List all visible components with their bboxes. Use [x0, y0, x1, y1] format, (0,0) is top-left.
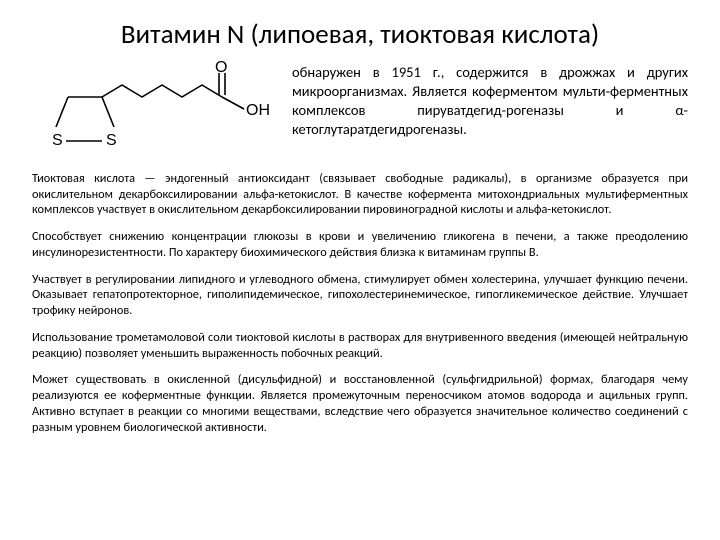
paragraph-1: Тиоктовая кислота — эндогенный антиоксид… [32, 171, 688, 218]
molecule-svg: S S O OH [32, 61, 282, 161]
intro-text: обнаружен в 1951 г., содержится в дрожжа… [282, 61, 688, 138]
atom-o: O [215, 61, 227, 76]
top-row: S S O OH обнаружен в 1951 г., содержится… [32, 61, 688, 161]
chemical-structure: S S O OH [32, 61, 282, 161]
atom-oh: OH [246, 102, 270, 119]
paragraph-3: Участвует в регулировании липидного и уг… [32, 272, 688, 319]
slide-container: Витамин N (липоевая, тиоктовая кислота) [0, 0, 720, 466]
atom-s2: S [106, 132, 117, 149]
paragraph-2: Способствует снижению концентрации глюко… [32, 229, 688, 260]
paragraph-4: Использование трометамоловой соли тиокто… [32, 330, 688, 361]
paragraph-5: Может существовать в окисленной (дисульф… [32, 372, 688, 435]
slide-title: Витамин N (липоевая, тиоктовая кислота) [32, 18, 688, 51]
atom-s1: S [52, 132, 63, 149]
